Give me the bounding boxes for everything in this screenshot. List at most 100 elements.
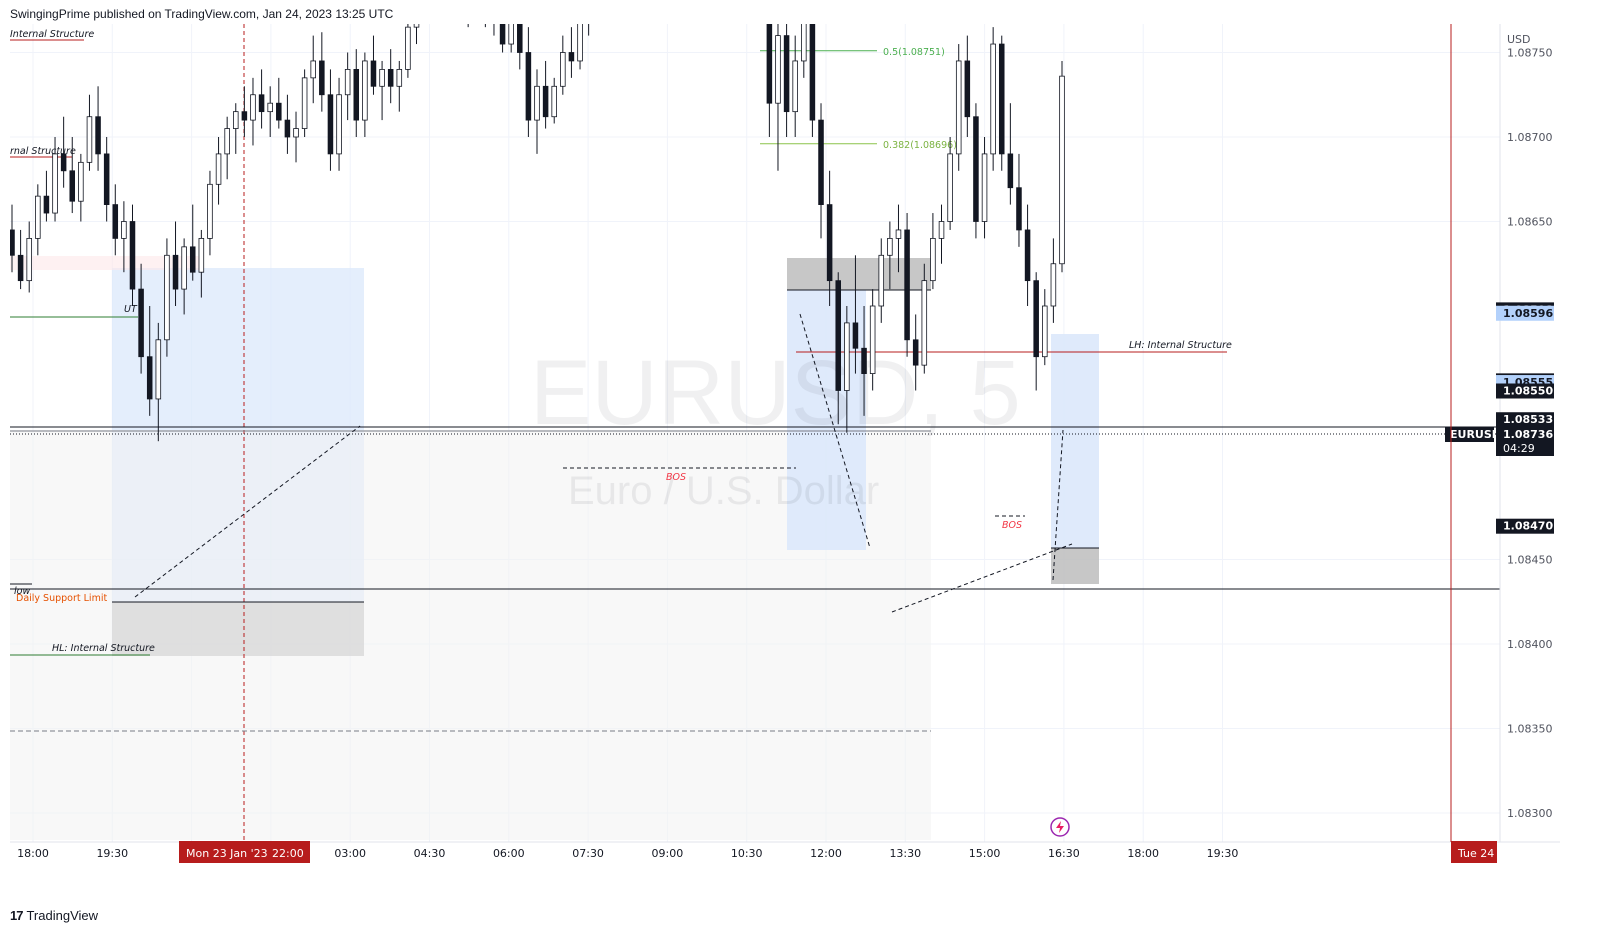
time-tick-label: 18:00 [1127,847,1159,860]
time-tick-label: 09:00 [652,847,684,860]
candle-up [362,60,368,121]
candle-up [887,237,893,256]
trend-line-drop [799,313,871,549]
candle-up [164,254,170,341]
candle-down [973,116,979,222]
price-tag-bg [1496,412,1554,428]
candle-down [499,24,506,45]
candle-up [336,94,342,155]
candle-up [78,161,84,202]
candle-up [155,339,162,400]
candle-down [542,85,549,118]
candle-up [233,111,239,129]
candle-up [267,102,273,113]
candle-up [930,237,936,282]
countdown-value: 04:29 [1503,442,1535,455]
time-highlights: Mon 23 Jan '23 22:00 Tue 24 [179,24,1497,863]
candle-down [17,254,24,282]
right-gray-box [1051,548,1099,584]
price-tick-label: 1.08350 [1507,723,1553,736]
candle-up [26,237,32,282]
right-blue-zone [1051,334,1099,548]
time-tick-label: 03:00 [334,847,366,860]
candle-up [775,35,781,104]
candle-down [1033,280,1039,358]
candle-up [534,85,540,121]
candle-down [568,52,575,62]
price-tags: 1.091611.091081.089451.089331.089081.088… [1496,302,1554,534]
candle-up [792,60,798,113]
candle-up [551,85,557,118]
candle-down [809,24,816,121]
candle-up [121,221,127,239]
candle-up [955,60,962,155]
watermark-symbol: EURUSD, 5 [530,342,1021,444]
candle-up [198,237,205,273]
date-highlight-bg [179,841,310,863]
chart-area[interactable]: EURUSD, 5 Euro / U.S. Dollar 100.00%(1.0 [10,24,1621,900]
annotations: Internal Structure rnal Structure UT Dai… [10,29,1232,654]
time-tick-label: 19:30 [96,847,128,860]
watermark-description: Euro / U.S. Dollar [568,469,879,513]
current-price-value: 1.08736 [1503,428,1553,441]
zones-layer [10,256,1099,840]
candle-up [508,24,514,45]
alert-lightning-icon[interactable] [1050,817,1070,837]
ut-label: UT [124,304,138,315]
date-highlight-label: Mon 23 Jan '23 [186,847,268,860]
candle-down [95,116,101,155]
candlestick-chart[interactable]: EURUSD, 5 Euro / U.S. Dollar 100.00%(1.0 [10,24,1621,900]
candle-up [310,60,316,79]
candle-up [577,24,583,62]
candle-up [52,153,58,214]
candle-up [405,26,411,70]
publisher-header: SwingingPrime published on TradingView.c… [10,7,394,21]
candle-up [1050,263,1057,307]
time-tick-label: 13:30 [889,847,921,860]
candle-up [86,116,93,163]
time-tick-label: 19:30 [1207,847,1239,860]
trend-lines [134,313,1073,613]
candle-down [60,153,67,172]
candle-down [783,35,790,113]
price-tag-value: 1.08550 [1503,385,1553,398]
candle-down [826,204,833,282]
candle-down [138,288,144,358]
price-tick-label: 1.08300 [1507,807,1553,820]
bos-label-1: BOS [666,472,686,483]
tue-highlight-label: Tue 24 [1457,847,1494,860]
candle-down [241,111,248,121]
candle-down [258,94,265,113]
candle-up [947,153,953,222]
candle-up [844,322,850,391]
candle-up [250,94,256,121]
low-label: low [14,586,30,597]
candle-up [938,221,945,239]
time-tick-label: 18:00 [17,847,49,860]
candle-up [878,254,885,307]
candle-down [1007,153,1014,189]
current-price-bg [1496,426,1554,456]
candle-up [1042,305,1048,358]
candle-up [396,69,403,87]
footer-brand[interactable]: 17 TradingView [10,908,98,923]
candle-up [207,183,213,239]
candle-down [387,69,394,87]
candle-up [35,195,41,239]
candle-down [146,356,153,400]
symbol-tag: EURUSD [1450,428,1501,441]
candle-down [835,280,841,391]
candle-down [525,52,532,121]
candle-down [103,153,110,205]
candle-up [1059,75,1065,265]
candles-layer [10,24,1065,442]
candle-down [517,24,523,53]
symbol-tag-bg [1445,427,1494,442]
faint-range-zone [10,430,931,840]
brand-name: TradingView [26,908,99,923]
candle-down [912,339,919,366]
candle-up [981,153,988,222]
candle-up [990,43,996,155]
candle-down [284,119,291,138]
fib-retrace-label: 0.5(1.08751) [883,47,945,58]
